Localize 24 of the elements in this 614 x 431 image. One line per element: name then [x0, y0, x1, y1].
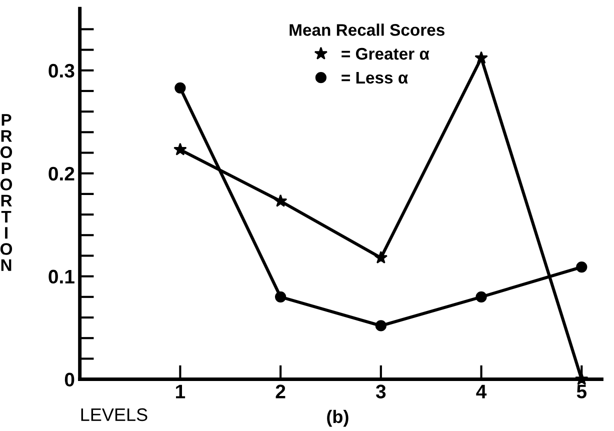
point: [474, 51, 488, 64]
point: [476, 291, 487, 302]
point: [174, 142, 187, 156]
text: (b): [327, 410, 348, 427]
x-tick-label: 1: [176, 384, 186, 398]
point: [576, 261, 588, 273]
legend-title: Mean Recall Scores: [290, 24, 444, 36]
x-tick-label: 2: [276, 384, 286, 398]
x-axis-title: LEVELS: [81, 408, 148, 422]
point: [174, 82, 186, 94]
point: [374, 250, 388, 264]
point: [375, 320, 386, 332]
x-tick-label: 4: [476, 384, 487, 398]
y-tick-label: 0.2: [48, 166, 74, 181]
point: [274, 291, 286, 302]
x-tick-label: 3: [376, 384, 386, 398]
y-tick-label: 0.1: [48, 270, 74, 284]
y-tick-label: 0: [64, 372, 74, 387]
legend-label: = Less α: [342, 72, 408, 84]
point: [274, 194, 288, 207]
legend-label: = Greater α: [342, 48, 430, 60]
y-tick-label: 0.3: [48, 64, 74, 78]
x-tick-label: 5: [576, 384, 587, 398]
text: PROPORTION: [0, 114, 12, 271]
